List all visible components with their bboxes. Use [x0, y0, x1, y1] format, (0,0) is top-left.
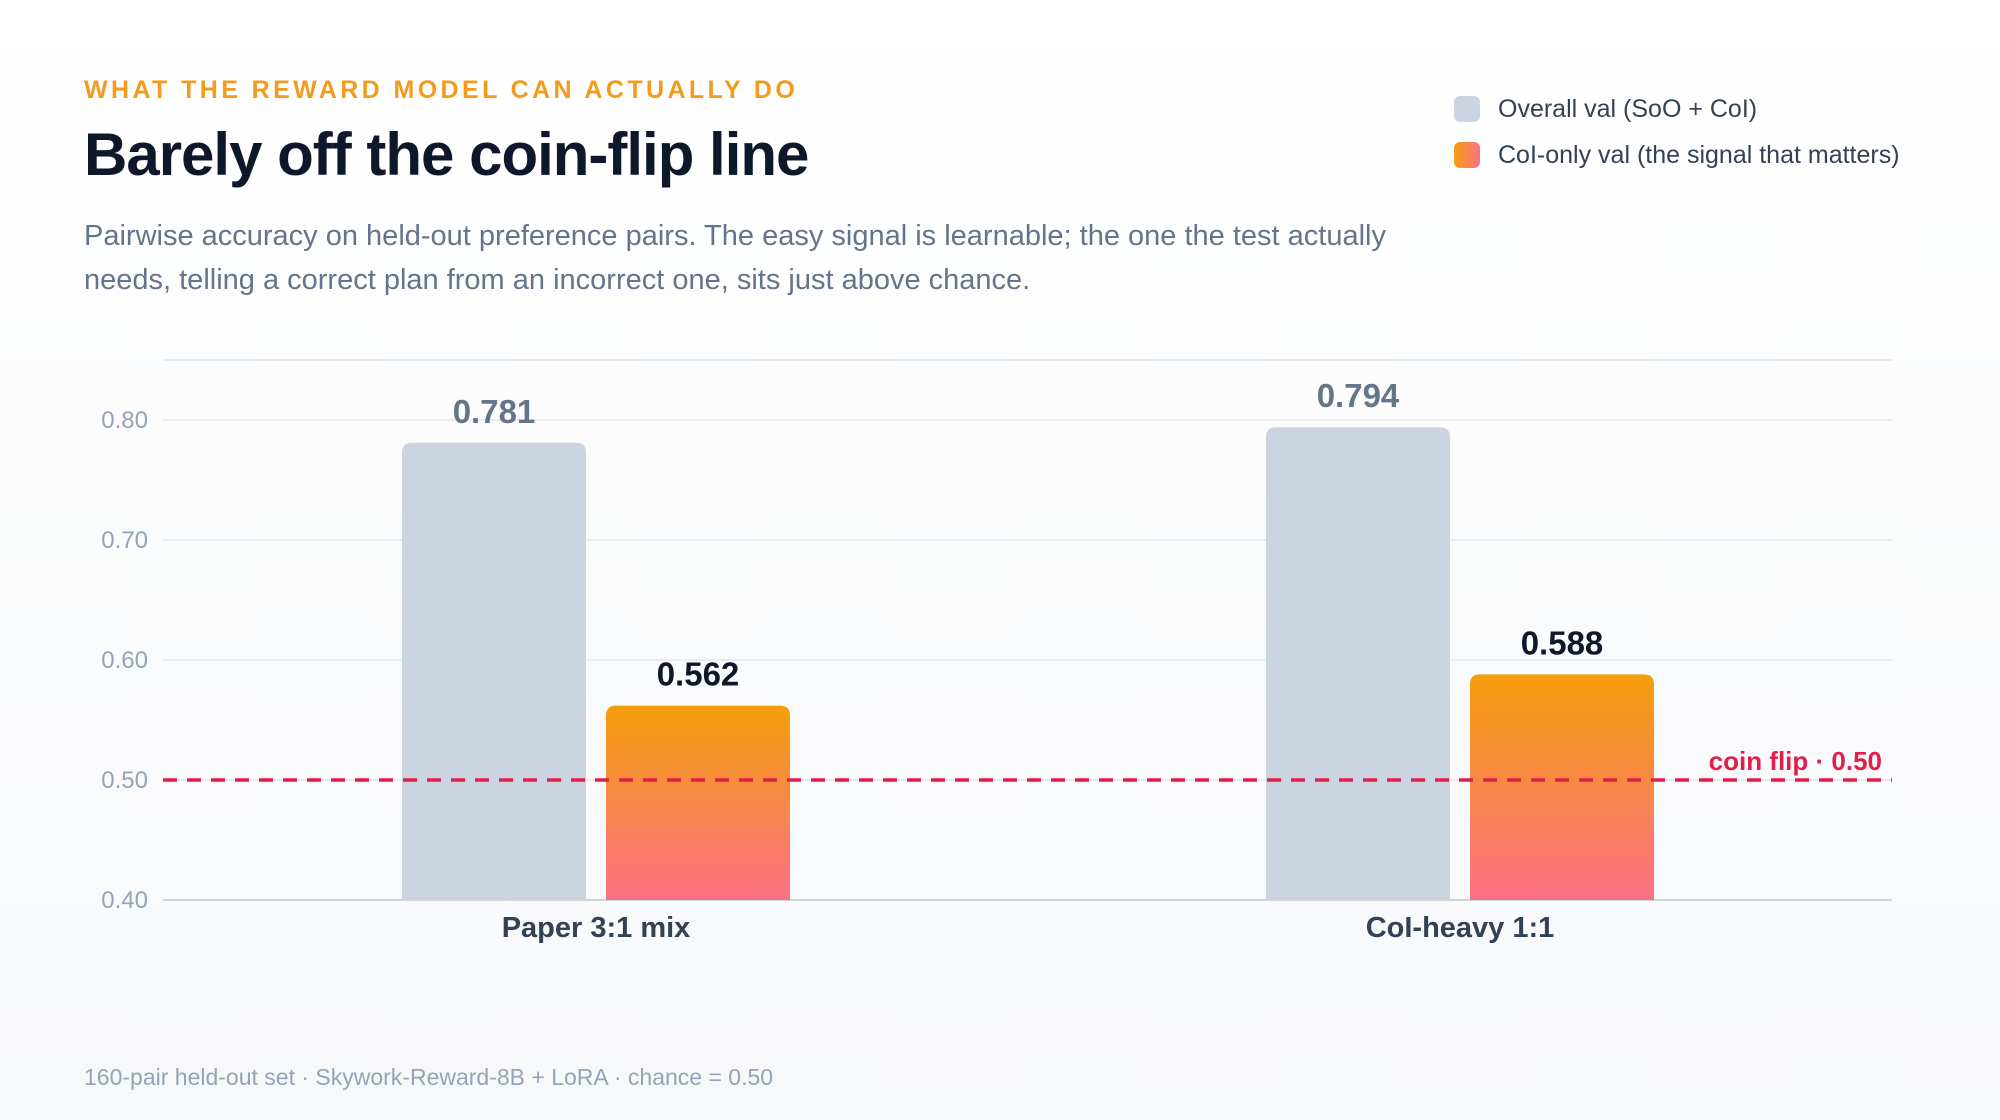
- legend-item-overall: Overall val (SoO + CoI): [1454, 86, 1900, 132]
- legend-swatch-coi: [1454, 142, 1480, 168]
- legend-item-coi: CoI-only val (the signal that matters): [1454, 132, 1900, 178]
- legend-label-coi: CoI-only val (the signal that matters): [1498, 140, 1900, 169]
- y-tick-label: 0.80: [101, 407, 148, 434]
- reference-layer: coin flip · 0.50: [163, 746, 1892, 782]
- y-tick-label: 0.40: [101, 887, 148, 914]
- data-label: 0.794: [1317, 377, 1400, 414]
- x-category-label: Paper 3:1 mix: [502, 912, 691, 944]
- chart-eyebrow: WHAT THE REWARD MODEL CAN ACTUALLY DO: [84, 76, 799, 104]
- coin-flip-label: coin flip · 0.50: [1709, 746, 1882, 776]
- chart-title: Barely off the coin-flip line: [84, 121, 809, 188]
- x-category-label: CoI-heavy 1:1: [1366, 912, 1555, 944]
- y-tick-label: 0.70: [101, 527, 148, 554]
- bar-coi: [606, 705, 790, 900]
- legend-label-overall: Overall val (SoO + CoI): [1498, 94, 1758, 123]
- y-tick-label: 0.50: [101, 767, 148, 794]
- chart-legend: Overall val (SoO + CoI) CoI-only val (th…: [1454, 86, 1900, 178]
- label-layer: 0.781 0.562 Paper 3:1 mix 0.794 0.588 CoI-hea…: [453, 377, 1604, 944]
- bar-coi: [1470, 674, 1654, 900]
- data-label: 0.562: [657, 656, 740, 693]
- legend-swatch-overall: [1454, 96, 1480, 122]
- bar-overall: [402, 442, 586, 900]
- y-tick-label: 0.60: [101, 647, 148, 674]
- bar-layer: [402, 427, 1654, 900]
- bar-overall: [1266, 427, 1450, 900]
- data-label: 0.588: [1521, 624, 1604, 661]
- chart-footnote: 160-pair held-out set · Skywork-Reward-8…: [84, 1064, 774, 1090]
- chart-subtitle: Pairwise accuracy on held-out preference…: [84, 220, 1386, 296]
- data-label: 0.781: [453, 393, 536, 430]
